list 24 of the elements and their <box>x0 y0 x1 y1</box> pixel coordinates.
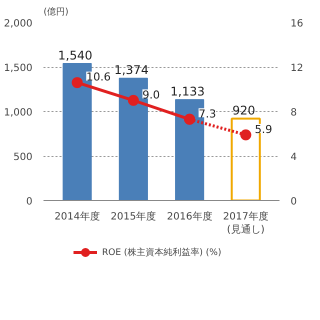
data-label: 10.6 <box>86 70 111 84</box>
data-label: 920 <box>232 104 256 118</box>
y2-tick-label: 4 <box>290 152 297 163</box>
y2-tick-label: 12 <box>290 63 304 74</box>
y-tick-label: 1,500 <box>4 63 33 74</box>
x-tick-label: 2014年度 <box>54 210 100 222</box>
data-label: 9.0 <box>142 88 160 102</box>
x-tick-label: 2017年度 (見通し) <box>223 210 269 236</box>
y-tick-label: 2,000 <box>4 18 33 30</box>
y-axis-title: (億円) <box>44 6 69 18</box>
data-label: 1,133 <box>170 84 205 99</box>
data-label: 5.9 <box>254 122 272 136</box>
y-tick-label: 500 <box>13 152 33 163</box>
y2-tick-label: 16 <box>290 18 304 30</box>
data-label: 1,374 <box>114 63 149 78</box>
data-label: 7.3 <box>198 107 216 120</box>
x-tick-label: 2015年度 <box>110 210 156 222</box>
y2-tick-label: 8 <box>290 108 297 118</box>
x-tick-label: 2016年度 <box>166 210 212 222</box>
y-tick-label: 0 <box>26 196 33 208</box>
legend-label: ROE (株主資本純利益率) (%) <box>102 246 222 258</box>
data-label: 1,540 <box>58 48 92 62</box>
y2-tick-label: 0 <box>290 196 297 208</box>
y-tick-label: 1,000 <box>4 108 33 118</box>
